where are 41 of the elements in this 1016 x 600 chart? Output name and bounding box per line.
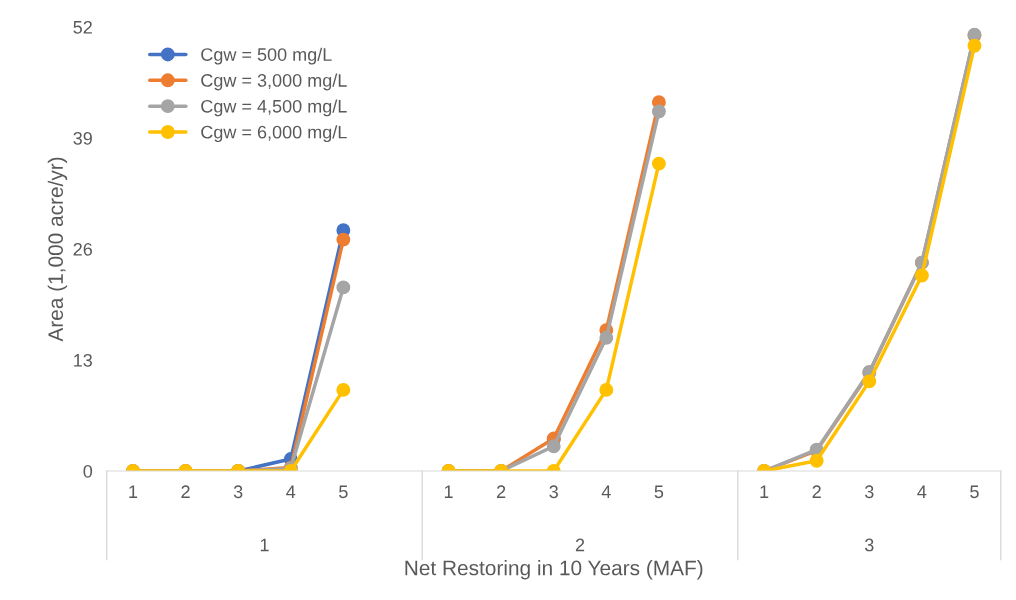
x-tick-label: 5 (339, 485, 348, 499)
point (914, 268, 929, 283)
point (336, 382, 351, 397)
x-tick-label: 1 (444, 485, 453, 498)
y-tick-label: 39 (73, 131, 92, 145)
point (809, 453, 824, 468)
x-tick-label: 5 (970, 485, 979, 499)
point (546, 439, 561, 454)
y-tick-label: 13 (74, 353, 92, 367)
y-tick-label: 52 (73, 20, 92, 34)
point (336, 232, 351, 247)
x-tick-label: 4 (286, 485, 296, 498)
point (599, 330, 614, 345)
legend-label: Cgw = 500 mg/L (201, 47, 332, 65)
point (336, 280, 351, 295)
text: 2 (575, 538, 585, 552)
point (967, 38, 982, 53)
legend-label: Cgw = 3,000 mg/L (201, 73, 347, 91)
point (862, 374, 877, 389)
x-tick-label: 3 (233, 485, 243, 499)
x-tick-label: 2 (812, 485, 821, 498)
legend-label: Cgw = 4,500 mg/L (201, 99, 347, 117)
x-tick-label: 1 (129, 485, 138, 498)
x-tick-label: 3 (549, 485, 558, 499)
legend-label: Cgw = 6,000 mg/L (201, 125, 347, 143)
x-tick-label: 4 (601, 485, 611, 498)
x-tick-label: 1 (760, 485, 769, 498)
x-tick-label: 5 (654, 485, 664, 499)
point (651, 104, 666, 119)
point (599, 382, 614, 397)
x-axis-title: Net Restoring in 10 Years (MAF) (405, 560, 703, 580)
x-tick-label: 4 (917, 485, 927, 498)
point (651, 156, 666, 171)
x-tick-label: 2 (181, 485, 190, 498)
x-tick-label: 3 (864, 485, 874, 499)
y-tick-label: 0 (83, 464, 93, 478)
text: 1 (260, 538, 269, 552)
y-tick-label: 26 (73, 242, 92, 256)
y-axis-title: Area (1,000 acre/yr) (47, 157, 68, 342)
text: 3 (864, 538, 874, 552)
x-tick-label: 2 (497, 485, 506, 498)
